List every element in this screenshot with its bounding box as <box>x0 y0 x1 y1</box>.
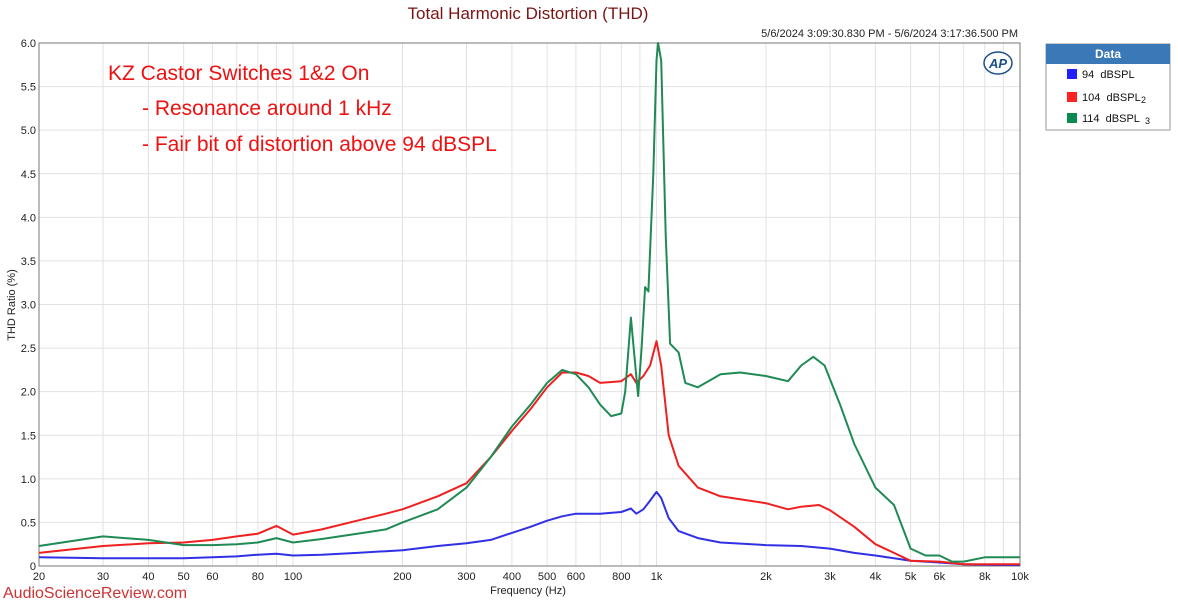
y-tick-label: 1.0 <box>21 474 36 486</box>
chart-title: Total Harmonic Distortion (THD) <box>408 4 649 23</box>
x-tick-label: 2k <box>760 571 772 583</box>
x-tick-label: 80 <box>252 571 264 583</box>
grid-lines <box>38 42 1021 567</box>
date-range: 5/6/2024 3:09:30.830 PM - 5/6/2024 3:17:… <box>761 28 1018 40</box>
legend-swatch-94 <box>1067 69 1077 79</box>
y-tick-label: 1.5 <box>21 430 36 442</box>
y-tick-label: 0.5 <box>21 517 36 529</box>
x-tick-label: 60 <box>206 571 218 583</box>
x-tick-label: 100 <box>284 571 302 583</box>
plot-frame <box>38 42 1021 567</box>
legend-sub-104: 2 <box>1141 95 1146 105</box>
x-tick-label: 1k <box>651 571 663 583</box>
y-tick-label: 3.0 <box>21 300 36 312</box>
watermark: AudioScienceReview.com <box>3 585 187 600</box>
legend-entry-114: 114 dBSPL 3 <box>1067 113 1150 126</box>
y-tick-label: 0 <box>30 561 36 573</box>
x-tick-label: 400 <box>503 571 521 583</box>
y-tick-label: 4.5 <box>21 169 36 181</box>
x-tick-label: 500 <box>538 571 556 583</box>
legend-swatch-114 <box>1067 113 1077 123</box>
annotation-line-2: - Resonance around 1 kHz <box>142 97 392 120</box>
y-tick-label: 6.0 <box>21 38 36 50</box>
y-tick-label: 2.0 <box>21 387 36 399</box>
annotation-line-1: KZ Castor Switches 1&2 On <box>108 62 369 85</box>
legend-swatch-104 <box>1067 92 1077 102</box>
series-group <box>38 42 1021 567</box>
legend-label-114: 114 dBSPL <box>1082 113 1140 125</box>
legend-entry-94: 94 dBSPL <box>1067 69 1135 81</box>
x-axis-label: Frequency (Hz) <box>490 585 566 597</box>
series-line-3 <box>38 42 1020 563</box>
x-tick-label: 30 <box>97 571 109 583</box>
annotation-block: KZ Castor Switches 1&2 On - Resonance ar… <box>108 62 497 156</box>
ap-logo-text: AP <box>988 56 1007 71</box>
x-tick-label: 10k <box>1011 571 1029 583</box>
x-tick-label: 4k <box>870 571 882 583</box>
x-tick-label: 8k <box>979 571 991 583</box>
series-line-1 <box>38 490 1021 567</box>
legend-sub-114: 3 <box>1145 116 1150 126</box>
legend-label-94: 94 dBSPL <box>1082 69 1135 81</box>
y-axis-label: THD Ratio (%) <box>6 269 18 341</box>
x-tick-label: 5k <box>905 571 917 583</box>
legend-entry-104: 104 dBSPL 2 <box>1067 92 1146 105</box>
legend-header <box>1046 44 1170 64</box>
series-line-2 <box>38 340 1020 566</box>
y-tick-label: 5.5 <box>21 82 36 94</box>
x-tick-label: 6k <box>934 571 946 583</box>
annotation-line-3: - Fair bit of distortion above 94 dBSPL <box>142 133 497 156</box>
x-tick-label: 600 <box>567 571 585 583</box>
y-axis-ticks: 0 0.5 1.0 1.5 2.0 2.5 3.0 3.5 4.0 4.5 5.0 5.5 6.0 <box>21 38 36 573</box>
y-tick-label: 2.5 <box>21 343 36 355</box>
x-tick-label: 50 <box>178 571 190 583</box>
y-tick-label: 4.0 <box>21 212 36 224</box>
legend: Data 94 dBSPL 104 dBSPL 2 114 dBSPL 3 <box>1045 43 1171 131</box>
x-tick-label: 200 <box>393 571 411 583</box>
x-axis-ticks: 20 30 40 50 60 80 100 200 300 400 500 600 800 1k 2k 3k 4… <box>33 571 1029 583</box>
x-tick-label: 40 <box>142 571 154 583</box>
legend-title: Data <box>1095 47 1121 61</box>
x-tick-label: 3k <box>824 571 836 583</box>
x-tick-label: 800 <box>612 571 630 583</box>
x-tick-label: 300 <box>457 571 475 583</box>
ap-logo-icon: AP <box>983 51 1013 75</box>
y-tick-label: 5.0 <box>21 125 36 137</box>
legend-label-104: 104 dBSPL <box>1082 92 1141 104</box>
y-tick-label: 3.5 <box>21 256 36 268</box>
x-tick-label: 20 <box>33 571 45 583</box>
